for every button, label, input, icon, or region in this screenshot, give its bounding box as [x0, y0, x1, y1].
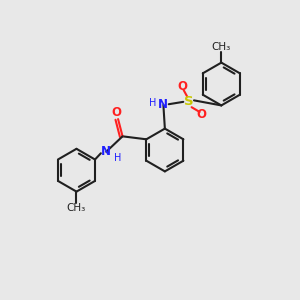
Text: CH₃: CH₃	[212, 42, 231, 52]
Text: H: H	[114, 153, 121, 163]
Text: N: N	[158, 98, 168, 111]
Text: O: O	[177, 80, 187, 93]
Text: N: N	[101, 145, 111, 158]
Text: S: S	[184, 95, 194, 108]
Text: H: H	[149, 98, 157, 108]
Text: O: O	[112, 106, 122, 119]
Text: O: O	[196, 108, 206, 121]
Text: CH₃: CH₃	[67, 203, 86, 213]
